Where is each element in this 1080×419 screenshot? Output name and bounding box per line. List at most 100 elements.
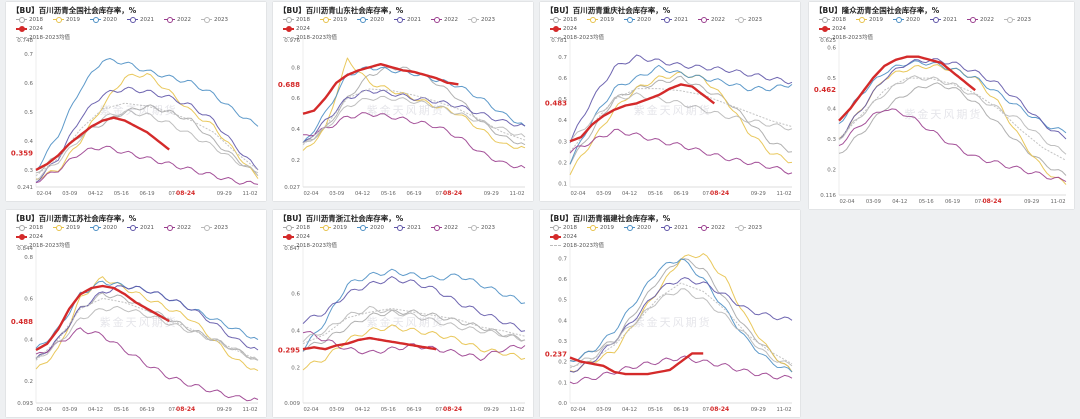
legend-marker (553, 26, 559, 32)
y-tick-label: 0.0 (558, 401, 567, 407)
legend-swatch (201, 224, 212, 231)
x-tick-label: 06-19 (406, 407, 421, 413)
x-tick-label: 05-16 (114, 191, 129, 197)
legend-swatch (624, 224, 635, 231)
legend-label: 2019 (600, 17, 614, 23)
legend-swatch (16, 26, 27, 32)
x-tick-label: 11-02 (776, 191, 791, 197)
legend-marker (167, 224, 173, 231)
x-tick-label: 06-19 (673, 407, 688, 413)
legend-label: 2019 (333, 17, 347, 23)
legend-marker (397, 16, 403, 23)
series-line-2020 (35, 58, 259, 171)
watermark-text: 紫金天风期货 (904, 107, 983, 121)
chart-panel-national-longzhong: 【BU】隆众沥青全国社会库存率，% 2018 2019 2020 2021 2022 202… (809, 2, 1074, 209)
series-line-2020 (302, 66, 526, 143)
series-line-2018 (569, 75, 793, 165)
legend-label: 2018 (29, 225, 43, 231)
legend-label: 2024 (832, 26, 846, 32)
legend-label: 2020 (103, 17, 117, 23)
legend-item-2022: 2022 (164, 224, 191, 233)
legend-label: 2023 (748, 225, 762, 231)
legend-item-2020: 2020 (624, 224, 651, 233)
legend-swatch (283, 37, 294, 38)
y-tick-label: 0.4 (558, 118, 567, 124)
legend-item-2023: 2023 (468, 224, 495, 233)
legend-label: 2019 (66, 225, 80, 231)
x-tick-label: 07- (975, 199, 984, 205)
legend-item-2019: 2019 (53, 224, 80, 233)
y-tick-label: 0.781 (551, 38, 567, 44)
legend-item-2020: 2020 (893, 16, 920, 25)
chart-legend: 2018 2019 2020 2021 2022 2023 2024 2018-2023均值 (16, 224, 256, 251)
chart-panel-fujian: 【BU】百川沥青福建社会库存率，% 2018 2019 2020 2021 2022 202… (540, 210, 800, 417)
series-line-2018-2023均值 (302, 88, 526, 146)
legend-label: 2018-2023均值 (563, 243, 604, 249)
legend-label: 2019 (333, 225, 347, 231)
legend-swatch (431, 16, 442, 23)
legend-label: 2018-2023均值 (29, 243, 70, 249)
series-line-2024 (35, 284, 170, 352)
series-line-2018-2023均值 (569, 282, 793, 369)
legend-item-2023: 2023 (468, 16, 495, 25)
x-tick-label: 03-09 (866, 199, 881, 205)
legend-marker (434, 224, 440, 231)
legend-swatch (127, 224, 138, 231)
x-tick-label: 03-09 (329, 407, 344, 413)
y-tick-label: 0.4 (291, 127, 300, 133)
legend-marker (434, 16, 440, 23)
y-tick-label: 0.2 (558, 160, 567, 166)
legend-item-2018: 2018 (283, 16, 310, 25)
y-tick-label: 0.8 (24, 255, 33, 261)
legend-label: 2024 (296, 26, 310, 32)
legend-item-2020: 2020 (90, 224, 117, 233)
current-value-label: 0.462 (814, 86, 836, 94)
legend-label: 2023 (481, 17, 495, 23)
watermark-text: 紫金天风期货 (99, 315, 178, 329)
series-line-2018-2023均值 (35, 102, 259, 177)
legend-label: 2020 (103, 225, 117, 231)
x-tick-label: 06-19 (945, 199, 960, 205)
legend-marker (1007, 16, 1013, 23)
watermark-text: 紫金天风期货 (366, 103, 445, 117)
legend-marker (933, 16, 939, 23)
series-line-2024 (569, 83, 716, 143)
watermark-text: 紫金天风期货 (633, 103, 712, 117)
legend-label: 2020 (906, 17, 920, 23)
series-line-2018 (838, 82, 1067, 176)
chart-legend: 2018 2019 2020 2021 2022 2023 2024 2018-2023均值 (550, 16, 790, 43)
y-tick-label: 0.009 (284, 401, 300, 407)
legend-label: 2024 (296, 234, 310, 240)
legend-item-2018: 2018 (16, 16, 43, 25)
y-tick-label: 0.6 (291, 292, 300, 298)
legend-swatch (283, 26, 294, 32)
legend-item-2022: 2022 (431, 224, 458, 233)
x-tick-label: 09-29 (1024, 199, 1039, 205)
legend-marker (970, 16, 976, 23)
legend-marker (471, 16, 477, 23)
x-tick-label: 05-16 (648, 191, 663, 197)
chart-title: 【BU】百川沥青山东社会库存率，% (279, 6, 404, 15)
y-tick-label: 0.4 (558, 318, 567, 324)
legend-swatch (320, 16, 331, 23)
x-tick-label: 09-29 (484, 407, 499, 413)
legend-item-2023: 2023 (201, 224, 228, 233)
x-tick-label: 02-04 (303, 407, 319, 413)
legend-swatch (468, 224, 479, 231)
legend-marker (664, 16, 670, 23)
legend-swatch (90, 224, 101, 231)
legend-label: 2022 (177, 225, 191, 231)
x-tick-label: 03-09 (596, 407, 611, 413)
x-tick-label: 04-12 (355, 407, 370, 413)
legend-item-2022: 2022 (164, 16, 191, 25)
chart-panel-zhejiang: 【BU】百川沥青浙江社会库存率，% 2018 2019 2020 2021 2022 202… (273, 210, 533, 417)
legend-label: 2018-2023均值 (296, 243, 337, 249)
legend-item-2023: 2023 (201, 16, 228, 25)
y-tick-label: 0.2 (24, 379, 33, 385)
legend-marker (130, 224, 136, 231)
current-value-label: 0.295 (278, 347, 300, 355)
chart-title: 【BU】百川沥青江苏社会库存率，% (12, 214, 137, 223)
legend-label: 2022 (711, 17, 725, 23)
x-tick-label: 06-19 (406, 191, 421, 197)
